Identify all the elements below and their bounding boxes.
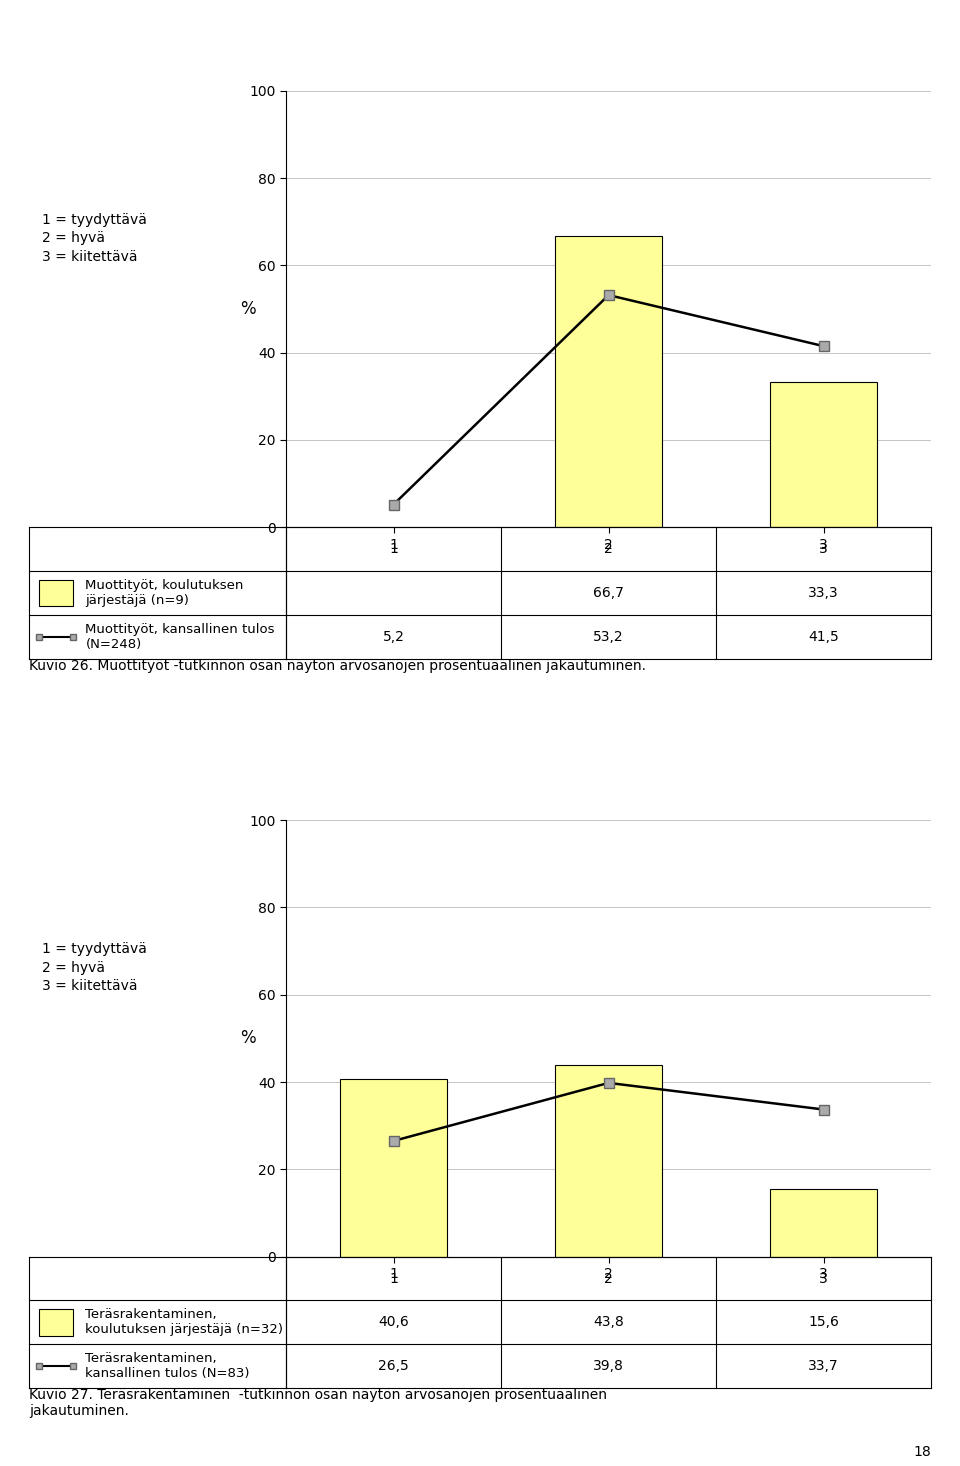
- Bar: [39, 1309, 73, 1336]
- Text: Teräsrakentaminen,
kansallinen tulos (N=83): Teräsrakentaminen, kansallinen tulos (N=…: [85, 1352, 250, 1381]
- Text: 33,3: 33,3: [808, 586, 839, 600]
- Bar: [555, 236, 662, 528]
- Text: 2: 2: [604, 1271, 613, 1286]
- Text: 3: 3: [819, 1271, 828, 1286]
- Text: Kuvio 27. Teräsrakentaminen  -tutkinnon osan näytön arvosanojen prosentuaalinen
: Kuvio 27. Teräsrakentaminen -tutkinnon o…: [29, 1388, 607, 1419]
- Bar: [770, 1189, 877, 1256]
- Text: 33,7: 33,7: [808, 1359, 839, 1374]
- Text: Teräsrakentaminen,
koulutuksen järjestäjä (n=32): Teräsrakentaminen, koulutuksen järjestäj…: [85, 1308, 283, 1337]
- Text: 2: 2: [604, 542, 613, 556]
- Text: Muottityöt, kansallinen tulos
(N=248): Muottityöt, kansallinen tulos (N=248): [85, 623, 275, 651]
- Text: 18: 18: [914, 1444, 931, 1459]
- Text: 1 = tyydyttävä
2 = hyvä
3 = kiitettävä: 1 = tyydyttävä 2 = hyvä 3 = kiitettävä: [41, 943, 147, 992]
- Text: %: %: [240, 301, 255, 318]
- Text: 39,8: 39,8: [593, 1359, 624, 1374]
- Text: 3: 3: [819, 542, 828, 556]
- Bar: [770, 383, 877, 528]
- Text: 1 = tyydyttävä
2 = hyvä
3 = kiitettävä: 1 = tyydyttävä 2 = hyvä 3 = kiitettävä: [41, 213, 147, 264]
- Text: %: %: [240, 1029, 255, 1047]
- Text: 26,5: 26,5: [378, 1359, 409, 1374]
- Text: 1: 1: [389, 542, 398, 556]
- Text: 40,6: 40,6: [378, 1315, 409, 1330]
- Text: 1: 1: [389, 1271, 398, 1286]
- Text: 43,8: 43,8: [593, 1315, 624, 1330]
- Text: 66,7: 66,7: [593, 586, 624, 600]
- Text: 5,2: 5,2: [383, 630, 404, 644]
- Text: Kuvio 26. Muottityöt -tutkinnon osan näytön arvosanojen prosentuaalinen jakautum: Kuvio 26. Muottityöt -tutkinnon osan näy…: [29, 658, 646, 673]
- Text: 15,6: 15,6: [808, 1315, 839, 1330]
- Bar: [340, 1079, 447, 1256]
- Bar: [555, 1066, 662, 1256]
- Text: 53,2: 53,2: [593, 630, 624, 644]
- Text: 41,5: 41,5: [808, 630, 839, 644]
- Text: Muottityöt, koulutuksen
järjestäjä (n=9): Muottityöt, koulutuksen järjestäjä (n=9): [85, 579, 244, 607]
- Bar: [39, 581, 73, 607]
